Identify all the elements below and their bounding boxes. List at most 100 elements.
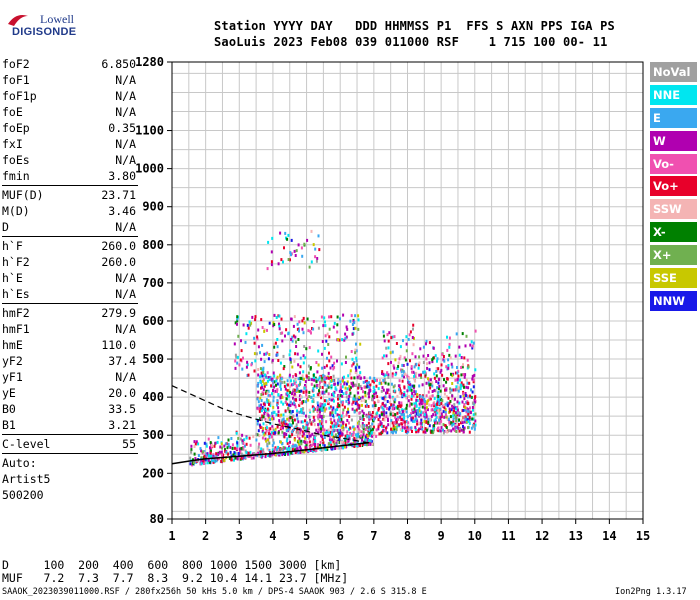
echo-point — [262, 415, 265, 419]
echo-point — [418, 406, 421, 410]
param-separator — [2, 236, 138, 237]
echo-point — [361, 435, 364, 439]
echo-point — [314, 378, 317, 382]
param-value: 37.4 — [108, 354, 136, 368]
echo-point — [429, 418, 432, 421]
echo-point — [357, 314, 360, 318]
param-value: N/A — [115, 73, 136, 87]
echo-point — [460, 381, 463, 385]
echo-point — [275, 383, 277, 387]
echo-point — [401, 374, 404, 378]
echo-point — [387, 362, 390, 366]
echo-point — [224, 449, 227, 453]
echo-point — [282, 448, 285, 452]
echo-point — [387, 339, 390, 343]
echo-point — [352, 425, 355, 429]
echo-point — [282, 413, 285, 417]
echo-point — [238, 363, 241, 367]
echo-point — [259, 454, 262, 458]
echo-point — [387, 382, 390, 386]
echo-point — [395, 405, 398, 409]
echo-point — [454, 354, 457, 358]
echo-point — [205, 442, 208, 446]
echo-point — [223, 459, 226, 462]
echo-point — [293, 249, 296, 253]
echo-point — [295, 249, 298, 253]
echo-point — [312, 438, 315, 442]
echo-point — [385, 407, 388, 410]
echo-point — [283, 432, 286, 436]
param-name: B1 — [2, 418, 16, 432]
echo-point — [321, 438, 324, 441]
echo-point — [353, 321, 356, 325]
echo-point — [303, 411, 305, 415]
echo-point — [299, 402, 302, 405]
echo-point — [287, 452, 289, 456]
echo-point — [350, 376, 353, 380]
echo-point — [465, 385, 468, 389]
direction-legend: NoVal NNE E W Vo- Vo+ SSW X- X+ SSE NNW — [650, 62, 697, 314]
echo-point — [370, 440, 373, 444]
echo-point — [260, 409, 263, 413]
echo-point — [299, 382, 301, 386]
echo-point — [334, 387, 337, 391]
echo-point — [442, 428, 444, 432]
echo-point — [394, 425, 397, 429]
echo-point — [329, 440, 332, 444]
echo-point — [431, 381, 434, 385]
echo-point — [344, 445, 346, 449]
echo-point — [426, 428, 428, 432]
echo-point — [332, 406, 335, 410]
echo-point — [403, 416, 406, 420]
echo-point — [236, 315, 239, 319]
echo-point — [352, 430, 355, 434]
echo-point — [415, 417, 418, 421]
echo-point — [437, 390, 440, 394]
echo-point — [368, 431, 371, 435]
echo-point — [389, 412, 392, 416]
echo-point — [289, 349, 292, 353]
echo-point — [391, 395, 394, 399]
echo-point — [338, 397, 341, 401]
echo-point — [256, 384, 259, 388]
echo-point — [225, 450, 228, 454]
echo-point — [473, 373, 476, 377]
echo-point — [328, 430, 331, 434]
echo-point — [330, 355, 333, 359]
echo-point — [410, 412, 413, 416]
echo-point — [414, 375, 417, 379]
echo-point — [276, 353, 279, 357]
echo-point — [302, 432, 305, 436]
echo-point — [462, 363, 464, 367]
echo-point — [274, 341, 277, 345]
echo-point — [320, 315, 323, 319]
echo-point — [440, 368, 443, 372]
echo-point — [454, 411, 457, 415]
param-separator — [2, 185, 138, 186]
echo-point — [311, 327, 313, 330]
echo-point — [289, 404, 292, 407]
echo-point — [289, 440, 291, 444]
echo-point — [425, 357, 428, 361]
echo-point — [294, 405, 297, 409]
echo-point — [294, 394, 297, 398]
echo-point — [260, 374, 263, 378]
echo-point — [276, 390, 278, 393]
echo-point — [302, 407, 305, 411]
echo-point — [455, 415, 458, 419]
echo-point — [450, 408, 453, 412]
echo-point — [362, 414, 365, 418]
echo-point — [257, 328, 260, 332]
x-tick-label: 12 — [535, 529, 549, 543]
distance-row: D 100 200 400 600 800 1000 1500 3000 [km… — [2, 558, 342, 572]
echo-point — [267, 389, 270, 393]
echo-point — [272, 441, 275, 445]
echo-point — [431, 394, 434, 398]
echo-point — [425, 342, 427, 346]
echo-point — [277, 413, 280, 417]
echo-point — [240, 457, 243, 460]
param-value: N/A — [115, 271, 136, 285]
echo-point — [260, 318, 263, 322]
echo-point — [296, 409, 298, 413]
echo-point — [230, 458, 233, 462]
